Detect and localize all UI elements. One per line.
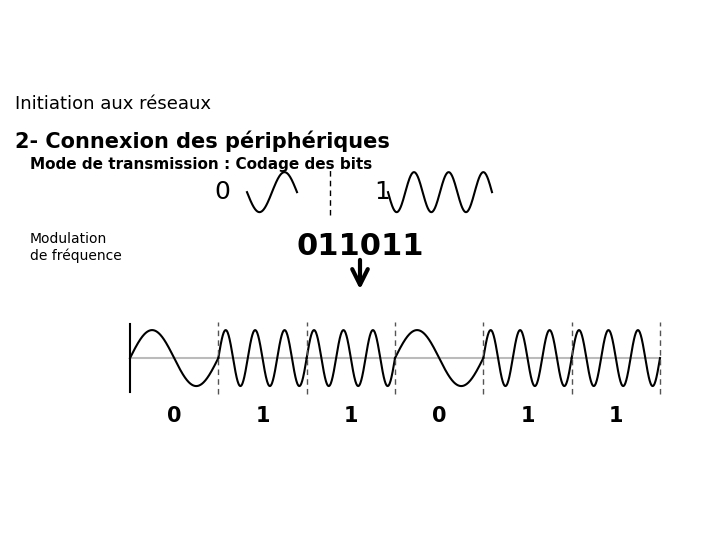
Text: ISN: ISN [11, 16, 38, 30]
Text: 1: 1 [521, 406, 535, 426]
Text: 011011: 011011 [296, 232, 424, 261]
Text: 1: 1 [608, 406, 623, 426]
Text: 0: 0 [214, 180, 230, 204]
Text: Informatique et Sciences du Numérique: Informatique et Sciences du Numérique [11, 44, 348, 59]
Text: 1: 1 [374, 180, 390, 204]
Text: Initiation aux réseaux: Initiation aux réseaux [15, 95, 211, 113]
Text: 0: 0 [432, 406, 446, 426]
Text: Mode de transmission : Codage des bits: Mode de transmission : Codage des bits [30, 157, 372, 172]
Text: 0: 0 [167, 406, 181, 426]
Text: 1: 1 [256, 406, 270, 426]
Text: Modulation
de fréquence: Modulation de fréquence [30, 232, 122, 263]
Text: 1: 1 [343, 406, 358, 426]
Text: 2- Connexion des périphériques: 2- Connexion des périphériques [15, 130, 390, 152]
